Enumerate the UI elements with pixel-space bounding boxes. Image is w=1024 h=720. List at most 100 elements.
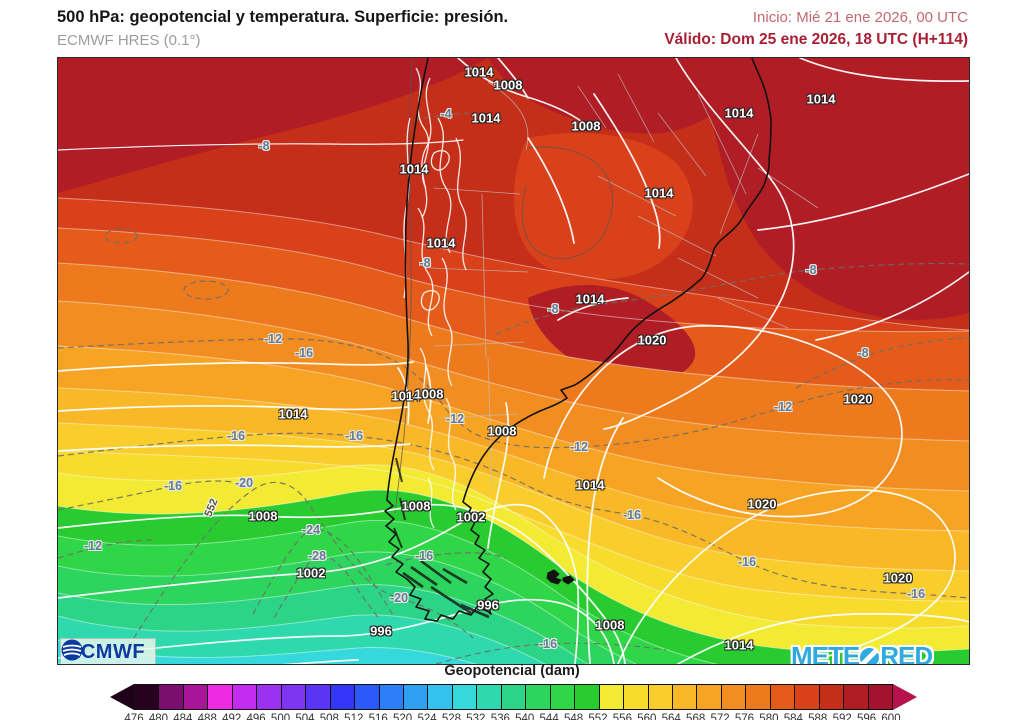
colorbar-cell: [428, 685, 453, 709]
colorbar-tick: 540: [515, 713, 535, 720]
colorbar-tick: 524: [417, 713, 437, 720]
geopotential-contour: [58, 197, 969, 331]
geopotential-contour: [58, 300, 969, 442]
colorbar-cell: [452, 685, 478, 709]
valid-time: Válido: Dom 25 ene 2026, 18 UTC (H+114): [664, 31, 968, 48]
geopotential-contour: [58, 614, 546, 664]
colorbar-tick: 584: [783, 713, 803, 720]
country-borders: [394, 58, 613, 514]
colorbar-tick: 484: [173, 713, 193, 720]
colorbar-cell: [526, 685, 551, 709]
colorbar-left-arrow: [110, 684, 134, 710]
geopotential-contour: [58, 520, 719, 664]
colorbar: [110, 684, 917, 710]
ecmwf-logo-text: ECMWF: [67, 641, 146, 663]
coastline: [384, 58, 772, 622]
colorbar-cell: [403, 685, 429, 709]
colorbar-right-arrow: [893, 684, 917, 710]
colorbar-tick: 516: [368, 713, 388, 720]
colorbar-cell: [159, 685, 184, 709]
geopotential-contour: [58, 584, 589, 664]
colorbar-cell: [624, 685, 649, 709]
colorbar-cell: [746, 685, 771, 709]
geopotential-dark-areas: [58, 58, 969, 382]
colorbar-tick: 556: [612, 713, 632, 720]
geopotential-contour: [58, 489, 969, 653]
colorbar-tick: 552: [588, 713, 608, 720]
colorbar-cell: [379, 685, 404, 709]
colorbar-tick: 600: [881, 713, 901, 720]
colorbar-cell: [575, 685, 600, 709]
colorbar-cell: [135, 685, 160, 709]
colorbar-tick: 564: [661, 713, 681, 720]
geopotential-contour: [58, 464, 969, 629]
colorbar-cell: [844, 685, 869, 709]
colorbar-tick: 520: [393, 713, 413, 720]
colorbar-cell: [795, 685, 820, 709]
run-init-time: Inicio: Mié 21 ene 2026, 00 UTC: [752, 9, 968, 26]
colorbar-tick: 500: [270, 713, 291, 720]
colorbar-tick: 548: [563, 713, 584, 720]
colorbar-cell: [819, 685, 845, 709]
colorbar-cell: [672, 685, 698, 709]
colorbar-cell: [697, 685, 722, 709]
geopotential-contour: [58, 345, 969, 492]
admin-borders: [429, 73, 819, 489]
meteored-o-icon: [860, 648, 880, 664]
colorbar-cell: [550, 685, 576, 709]
page-title: 500 hPa: geopotencial y temperatura. Sup…: [57, 8, 509, 26]
colorbar-cell: [306, 685, 331, 709]
colorbar-cell: [501, 685, 527, 709]
geopotential-contour: [58, 422, 969, 572]
colorbar-cell: [330, 685, 356, 709]
colorbar-tick: 512: [344, 713, 364, 720]
colorbar-cell: [355, 685, 380, 709]
geopotential-band: [58, 640, 476, 664]
colorbar-tick: 572: [710, 713, 730, 720]
colorbar-cell: [183, 685, 209, 709]
patagonia-terrain-scribble: [393, 457, 490, 619]
colorbar-tick: 536: [490, 713, 510, 720]
geopotential-band: [58, 663, 62, 664]
model-subtitle: ECMWF HRES (0.1°): [57, 32, 201, 49]
colorbar-tick: 488: [197, 713, 217, 720]
colorbar-tick: 592: [832, 713, 852, 720]
geopotential-contour: [58, 551, 637, 664]
colorbar-tick: 568: [686, 713, 706, 720]
temperature-contours: [58, 112, 969, 664]
geopotential-contour: [58, 262, 969, 392]
colorbar-tick: 480: [148, 713, 168, 720]
colorbar-tick: 544: [539, 713, 559, 720]
colorbar-cell: [281, 685, 307, 709]
colorbar-cell: [477, 685, 502, 709]
colorbar-cell: [208, 685, 233, 709]
colorbar-tick: 580: [759, 713, 779, 720]
meteored-logo-text-left: METE: [791, 641, 860, 665]
colorbar-cell: [648, 685, 673, 709]
colorbar-tick-labels: 476 480 484 488 492 496 500 504 508 512 516 520 524 5…: [124, 713, 900, 720]
weather-map: 1014 1008 1014 1008 1014 1014 1014 1014 1014 1014…: [57, 57, 970, 665]
ecmwf-logo: ECMWF: [60, 638, 157, 664]
colorbar-cell: [232, 685, 258, 709]
geopotential-contour: [58, 639, 478, 664]
colorbar-cell: [721, 685, 747, 709]
map-canvas: [58, 58, 969, 664]
meteored-logo: METE RED: [791, 641, 933, 665]
colorbar-tick: 596: [856, 713, 877, 720]
colorbar-tick: 560: [637, 713, 657, 720]
colorbar-cells: [134, 684, 893, 710]
colorbar-cell: [868, 685, 893, 709]
colorbar-cell: [770, 685, 796, 709]
colorbar-tick: 576: [734, 713, 755, 720]
meteored-logo-text-right: RED: [880, 641, 933, 665]
colorbar-tick: 588: [808, 713, 828, 720]
colorbar-tick: 476: [124, 713, 144, 720]
geopotential-contour: [58, 387, 969, 532]
colorbar-tick: 492: [222, 713, 242, 720]
ecmwf-logo-icon: [61, 639, 83, 661]
colorbar-tick: 508: [319, 713, 339, 720]
colorbar-tick: 504: [295, 713, 315, 720]
colorbar-cell: [257, 685, 282, 709]
colorbar-title: Geopotencial (dam): [444, 663, 580, 679]
